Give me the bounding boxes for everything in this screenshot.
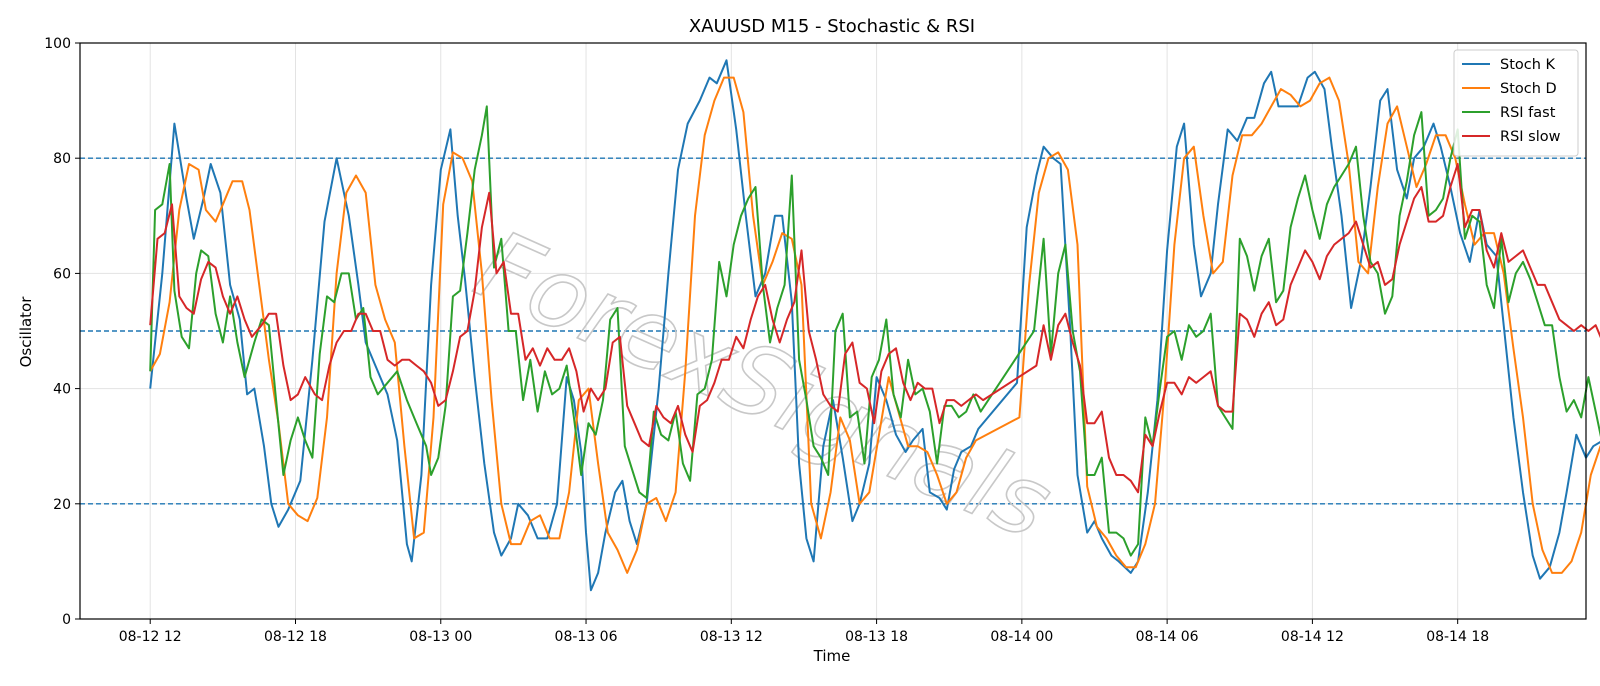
legend-label: RSI fast bbox=[1500, 105, 1556, 121]
legend-label: RSI slow bbox=[1500, 129, 1561, 145]
x-tick-label: 08-14 00 bbox=[990, 629, 1053, 645]
x-tick-label: 08-12 12 bbox=[119, 629, 182, 645]
series-line bbox=[149, 76, 1600, 574]
y-axis-ticks: 0 20 40 60 80 100 bbox=[44, 36, 80, 628]
y-tick-label: 80 bbox=[53, 151, 71, 167]
legend-box bbox=[1453, 49, 1579, 157]
y-tick-label: 60 bbox=[53, 266, 71, 282]
chart-title: XAUUSD M15 - Stochastic & RSI bbox=[689, 16, 975, 37]
x-tick-label: 08-13 12 bbox=[700, 629, 763, 645]
series-line bbox=[149, 105, 1600, 557]
legend: Stoch K Stoch D RSI fast RSI slow bbox=[1453, 49, 1579, 157]
y-axis-label: Oscillator bbox=[17, 296, 35, 368]
y-tick-label: 20 bbox=[53, 497, 71, 513]
reference-lines bbox=[80, 157, 1586, 505]
x-tick-label: 08-13 18 bbox=[845, 629, 908, 645]
x-tick-label: 08-12 18 bbox=[264, 629, 327, 645]
x-tick-label: 08-14 12 bbox=[1281, 629, 1344, 645]
watermark-text: ForexSignals bbox=[461, 209, 1068, 561]
y-tick-label: 0 bbox=[62, 612, 71, 628]
plot-frame bbox=[79, 42, 1587, 620]
series-lines bbox=[149, 59, 1600, 592]
y-tick-label: 100 bbox=[44, 36, 71, 52]
x-tick-label: 08-14 18 bbox=[1426, 629, 1489, 645]
x-tick-label: 08-13 00 bbox=[409, 629, 472, 645]
legend-label: Stoch D bbox=[1500, 81, 1557, 97]
x-axis-label: Time bbox=[813, 647, 851, 665]
x-axis-ticks: 08-12 12 08-12 18 08-13 00 08-13 06 08-13 12… bbox=[119, 619, 1489, 645]
x-tick-label: 08-14 06 bbox=[1136, 629, 1199, 645]
y-tick-label: 40 bbox=[53, 382, 71, 398]
legend-label: Stoch K bbox=[1500, 57, 1556, 73]
series-line bbox=[149, 163, 1600, 494]
series-line bbox=[149, 59, 1600, 592]
x-tick-label: 08-13 06 bbox=[555, 629, 618, 645]
